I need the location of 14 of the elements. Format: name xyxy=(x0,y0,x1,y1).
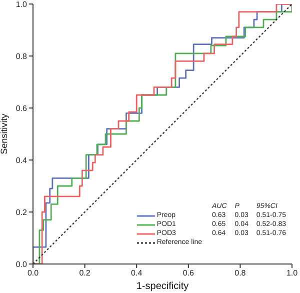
y-tick-label: 0.8 xyxy=(16,52,28,61)
x-tick-label: 0.2 xyxy=(79,268,91,278)
y-tick-label: 0.0 xyxy=(16,260,28,269)
x-tick-label: 0.0 xyxy=(27,268,40,278)
y-tick-label: 0.6 xyxy=(16,104,28,113)
y-tick-label: 0.4 xyxy=(16,156,28,165)
x-tick-label: 1.0 xyxy=(286,268,298,278)
y-tick-label: 0.2 xyxy=(16,208,28,217)
x-axis-title: 1-specificity xyxy=(136,281,189,292)
x-tick-label: 0.6 xyxy=(182,268,195,278)
x-tick-label: 0.8 xyxy=(234,268,246,278)
y-axis-title: Sensitivity xyxy=(0,113,10,154)
y-tick-label: 1.0 xyxy=(16,0,28,9)
x-tick-label: 0.4 xyxy=(131,268,143,278)
